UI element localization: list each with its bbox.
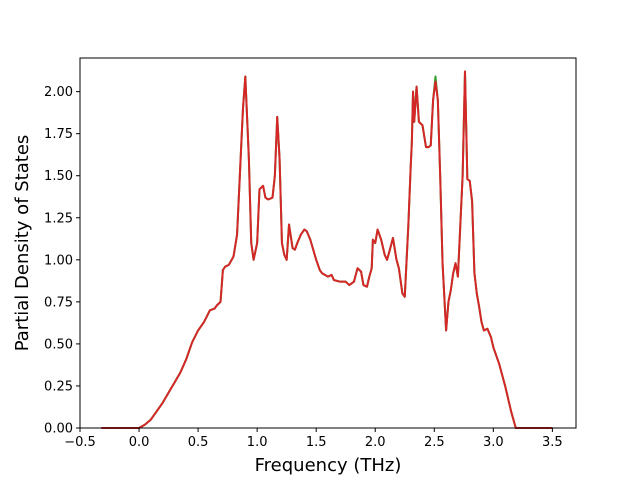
x-axis-label: Frequency (THz) (255, 455, 402, 476)
y-tick-label: 1.00 (44, 253, 73, 268)
x-tick-label: −0.5 (64, 435, 96, 450)
y-tick-label: 0.25 (44, 379, 73, 394)
y-axis-label: Partial Density of States (12, 135, 33, 352)
x-tick-label: 1.5 (306, 435, 327, 450)
x-tick-label: 2.5 (424, 435, 445, 450)
y-tick-label: 1.75 (44, 127, 73, 142)
y-tick-label: 0.00 (44, 422, 73, 437)
x-tick-label: 3.5 (542, 435, 563, 450)
x-tick-label: 1.0 (247, 435, 268, 450)
x-axis: −0.5 0.0 0.5 1.0 1.5 2.0 2.5 3.0 3.5 (64, 428, 563, 450)
series-layer (101, 70, 553, 429)
y-tick-label: 0.50 (44, 337, 73, 352)
plot-frame (79, 57, 577, 429)
x-tick-label: 0.5 (188, 435, 209, 450)
x-tick-label: 2.0 (365, 435, 386, 450)
x-tick-label: 0.0 (129, 435, 150, 450)
y-tick-label: 1.50 (44, 169, 73, 184)
x-tick-label: 3.0 (483, 435, 504, 450)
y-tick-label: 1.25 (44, 211, 73, 226)
y-tick-label: 2.00 (44, 85, 73, 100)
series-line-2 (101, 70, 553, 429)
y-axis: 0.00 0.25 0.50 0.75 1.00 1.25 1.50 1.75 2.00 (44, 85, 80, 437)
y-tick-label: 0.75 (44, 295, 73, 310)
